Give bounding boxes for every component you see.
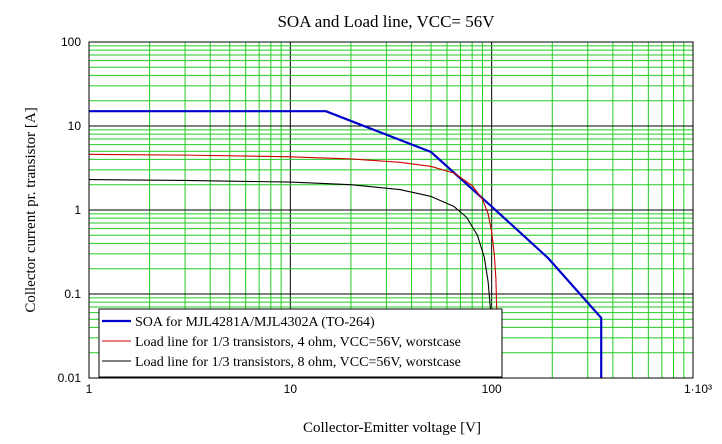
y-tick-label: 1 xyxy=(74,203,81,217)
series-line-2 xyxy=(88,153,499,379)
y-tick-label: 0.01 xyxy=(58,371,82,385)
plot-frame xyxy=(88,41,694,379)
x-tick-label: 10 xyxy=(284,382,298,396)
x-tick-label: 1 xyxy=(86,382,93,396)
y-tick-label: 10 xyxy=(68,119,82,133)
y-tick-label: 100 xyxy=(61,35,81,49)
y-axis-label: Collector current pr. transistor [A] xyxy=(23,107,39,312)
x-axis-label: Collector-Emitter voltage [V] xyxy=(303,420,481,436)
axis-ticks: 1 10 100 1·10³ 100 10 1 0.1 0.01 xyxy=(58,35,712,396)
chart-title: SOA and Load line, VCC= 56V xyxy=(277,12,495,31)
legend-label-2: Load line for 1/3 transistors, 4 ohm, VC… xyxy=(135,335,461,350)
legend-label-3: Load line for 1/3 transistors, 8 ohm, VC… xyxy=(135,355,461,370)
x-tick-label: 100 xyxy=(482,382,502,396)
x-tick-label: 1·10³ xyxy=(684,382,712,396)
legend-label-1: SOA for MJL4281A/MJL4302A (TO-264) xyxy=(135,315,375,330)
plot-grid xyxy=(88,42,693,379)
legend-box xyxy=(98,308,503,378)
series-line-1 xyxy=(89,110,603,378)
legend: SOA for MJL4281A/MJL4302A (TO-264) Load l… xyxy=(98,308,503,378)
y-tick-label: 0.1 xyxy=(64,287,81,301)
